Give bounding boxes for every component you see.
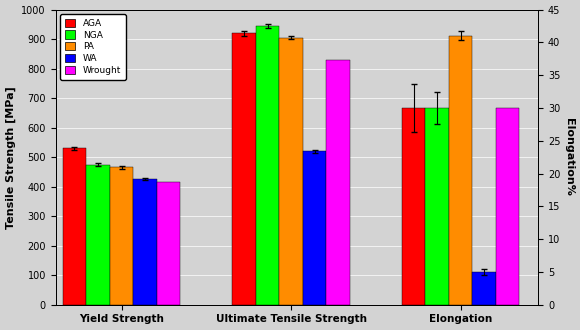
Y-axis label: Elongation%: Elongation%: [564, 118, 574, 196]
Bar: [133, 179, 157, 305]
Bar: [402, 108, 425, 305]
Bar: [303, 151, 327, 305]
Bar: [157, 182, 180, 305]
Legend: AGA, NGA, PA, WA, Wrought: AGA, NGA, PA, WA, Wrought: [60, 14, 126, 80]
Bar: [232, 33, 256, 305]
Bar: [449, 36, 472, 305]
Bar: [280, 38, 303, 305]
Bar: [110, 167, 133, 305]
Bar: [327, 60, 350, 305]
Bar: [256, 26, 280, 305]
Bar: [86, 165, 110, 305]
Bar: [425, 108, 449, 305]
Y-axis label: Tensile Strength [MPa]: Tensile Strength [MPa]: [6, 86, 16, 228]
Bar: [63, 148, 86, 305]
Bar: [496, 108, 520, 305]
Bar: [472, 272, 496, 305]
